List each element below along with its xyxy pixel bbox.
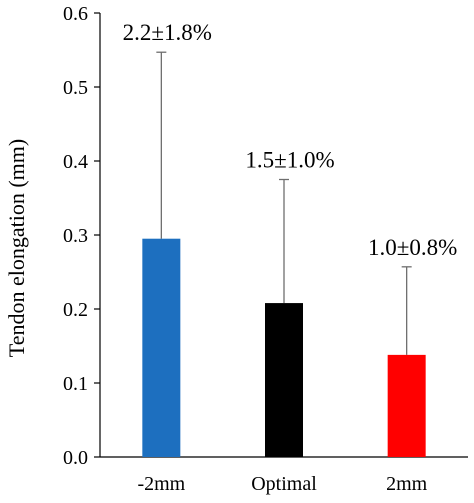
data-annotation: 1.0±0.8% (368, 235, 457, 260)
data-annotation: 1.5±1.0% (245, 148, 334, 173)
bar-2mm (142, 238, 181, 457)
y-tick-label: 0.3 (63, 225, 88, 247)
y-axis-title: Tendon elongation (mm) (4, 139, 29, 357)
y-tick-label: 0.4 (63, 151, 88, 173)
plot-area: 0.0 0.1 0.2 0.3 0.4 0.5 0.6 -2mm 2.2±1.8% Optimal… (63, 3, 468, 495)
y-tick-label: 0.6 (63, 3, 88, 25)
x-tick-label: Optimal (251, 473, 317, 495)
y-tick-label: 0.1 (63, 373, 88, 395)
y-tick-label: 0.2 (63, 299, 88, 321)
y-tick-label: 0.5 (63, 77, 88, 99)
y-tick-label: 0.0 (63, 447, 88, 469)
x-tick-label: -2mm (137, 473, 185, 495)
bar-optimal (265, 303, 303, 457)
x-tick-label: 2mm (386, 473, 428, 495)
data-annotation: 2.2±1.8% (123, 20, 212, 45)
bar-2mm (387, 354, 426, 457)
